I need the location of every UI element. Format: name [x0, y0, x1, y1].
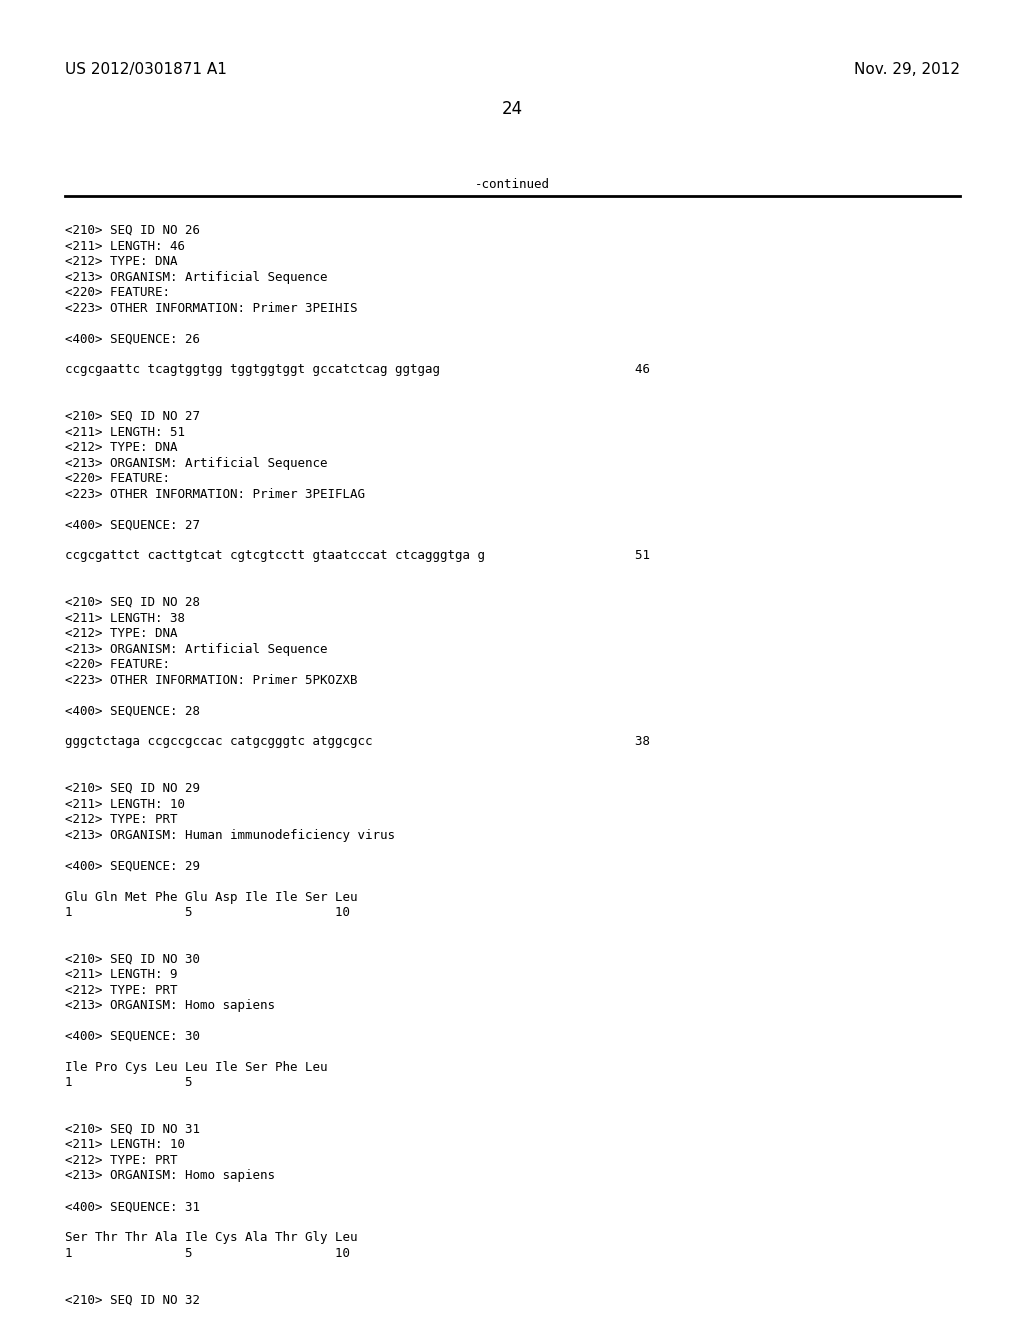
- Text: <210> SEQ ID NO 32: <210> SEQ ID NO 32: [65, 1294, 200, 1307]
- Text: <212> TYPE: PRT: <212> TYPE: PRT: [65, 813, 177, 826]
- Text: ccgcgattct cacttgtcat cgtcgtcctt gtaatcccat ctcagggtga g                    51: ccgcgattct cacttgtcat cgtcgtcctt gtaatcc…: [65, 549, 650, 562]
- Text: <211> LENGTH: 9: <211> LENGTH: 9: [65, 968, 177, 981]
- Text: <211> LENGTH: 51: <211> LENGTH: 51: [65, 425, 185, 438]
- Text: -continued: -continued: [474, 178, 550, 191]
- Text: <210> SEQ ID NO 26: <210> SEQ ID NO 26: [65, 224, 200, 238]
- Text: <220> FEATURE:: <220> FEATURE:: [65, 657, 170, 671]
- Text: 1               5: 1 5: [65, 1077, 193, 1089]
- Text: <213> ORGANISM: Artificial Sequence: <213> ORGANISM: Artificial Sequence: [65, 271, 328, 284]
- Text: ccgcgaattc tcagtggtgg tggtggtggt gccatctcag ggtgag                          46: ccgcgaattc tcagtggtgg tggtggtggt gccatct…: [65, 363, 650, 376]
- Text: <400> SEQUENCE: 31: <400> SEQUENCE: 31: [65, 1200, 200, 1213]
- Text: <400> SEQUENCE: 29: <400> SEQUENCE: 29: [65, 859, 200, 873]
- Text: <213> ORGANISM: Human immunodeficiency virus: <213> ORGANISM: Human immunodeficiency v…: [65, 829, 395, 842]
- Text: <213> ORGANISM: Artificial Sequence: <213> ORGANISM: Artificial Sequence: [65, 457, 328, 470]
- Text: <400> SEQUENCE: 28: <400> SEQUENCE: 28: [65, 705, 200, 718]
- Text: <212> TYPE: PRT: <212> TYPE: PRT: [65, 1154, 177, 1167]
- Text: <223> OTHER INFORMATION: Primer 3PEIFLAG: <223> OTHER INFORMATION: Primer 3PEIFLAG: [65, 487, 365, 500]
- Text: <211> LENGTH: 38: <211> LENGTH: 38: [65, 611, 185, 624]
- Text: <210> SEQ ID NO 27: <210> SEQ ID NO 27: [65, 411, 200, 422]
- Text: <211> LENGTH: 10: <211> LENGTH: 10: [65, 1138, 185, 1151]
- Text: 1               5                   10: 1 5 10: [65, 906, 350, 919]
- Text: Ile Pro Cys Leu Leu Ile Ser Phe Leu: Ile Pro Cys Leu Leu Ile Ser Phe Leu: [65, 1061, 328, 1074]
- Text: <220> FEATURE:: <220> FEATURE:: [65, 286, 170, 300]
- Text: <212> TYPE: PRT: <212> TYPE: PRT: [65, 983, 177, 997]
- Text: <212> TYPE: DNA: <212> TYPE: DNA: [65, 627, 177, 640]
- Text: Nov. 29, 2012: Nov. 29, 2012: [854, 62, 961, 77]
- Text: <211> LENGTH: 10: <211> LENGTH: 10: [65, 797, 185, 810]
- Text: <212> TYPE: DNA: <212> TYPE: DNA: [65, 441, 177, 454]
- Text: <213> ORGANISM: Homo sapiens: <213> ORGANISM: Homo sapiens: [65, 1170, 275, 1183]
- Text: <211> LENGTH: 46: <211> LENGTH: 46: [65, 239, 185, 252]
- Text: <400> SEQUENCE: 27: <400> SEQUENCE: 27: [65, 519, 200, 532]
- Text: 1               5                   10: 1 5 10: [65, 1247, 350, 1261]
- Text: <210> SEQ ID NO 29: <210> SEQ ID NO 29: [65, 781, 200, 795]
- Text: 24: 24: [502, 100, 522, 117]
- Text: Glu Gln Met Phe Glu Asp Ile Ile Ser Leu: Glu Gln Met Phe Glu Asp Ile Ile Ser Leu: [65, 891, 357, 903]
- Text: <223> OTHER INFORMATION: Primer 5PKOZXB: <223> OTHER INFORMATION: Primer 5PKOZXB: [65, 673, 357, 686]
- Text: <223> OTHER INFORMATION: Primer 3PEIHIS: <223> OTHER INFORMATION: Primer 3PEIHIS: [65, 301, 357, 314]
- Text: US 2012/0301871 A1: US 2012/0301871 A1: [65, 62, 227, 77]
- Text: <210> SEQ ID NO 30: <210> SEQ ID NO 30: [65, 953, 200, 965]
- Text: <212> TYPE: DNA: <212> TYPE: DNA: [65, 255, 177, 268]
- Text: <220> FEATURE:: <220> FEATURE:: [65, 473, 170, 484]
- Text: <210> SEQ ID NO 28: <210> SEQ ID NO 28: [65, 597, 200, 609]
- Text: <213> ORGANISM: Artificial Sequence: <213> ORGANISM: Artificial Sequence: [65, 643, 328, 656]
- Text: <213> ORGANISM: Homo sapiens: <213> ORGANISM: Homo sapiens: [65, 999, 275, 1012]
- Text: <400> SEQUENCE: 30: <400> SEQUENCE: 30: [65, 1030, 200, 1043]
- Text: gggctctaga ccgccgccac catgcgggtc atggcgcc                                   38: gggctctaga ccgccgccac catgcgggtc atggcgc…: [65, 735, 650, 748]
- Text: <210> SEQ ID NO 31: <210> SEQ ID NO 31: [65, 1123, 200, 1137]
- Text: <400> SEQUENCE: 26: <400> SEQUENCE: 26: [65, 333, 200, 346]
- Text: Ser Thr Thr Ala Ile Cys Ala Thr Gly Leu: Ser Thr Thr Ala Ile Cys Ala Thr Gly Leu: [65, 1232, 357, 1245]
